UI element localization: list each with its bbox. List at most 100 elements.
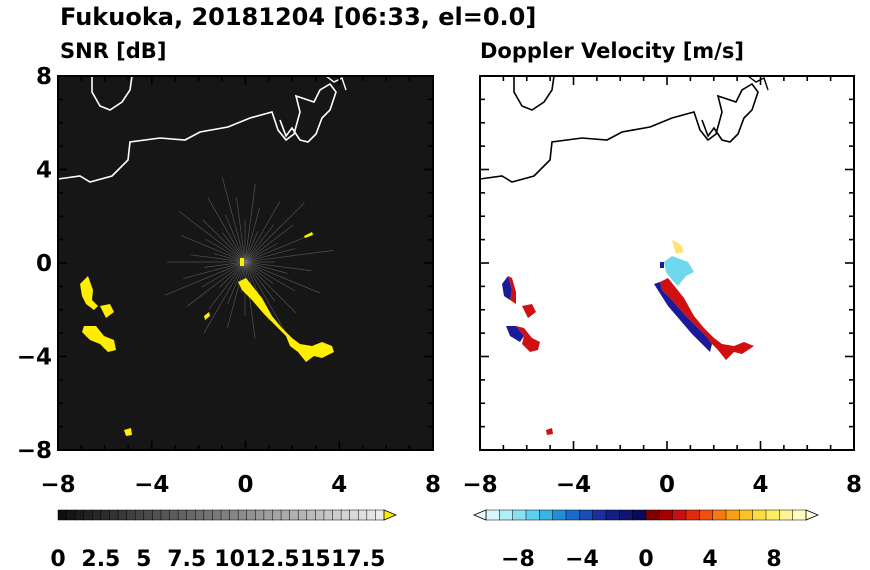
snr-noise-ray (219, 261, 246, 288)
snr-colorbar-label: 15 (300, 547, 331, 570)
doppler-colorbar-label: 4 (702, 547, 717, 570)
snr-noise-ray (244, 261, 312, 272)
snr-colorbar-label: 0 (50, 547, 65, 570)
snr-colorbar-swatch (306, 509, 316, 521)
snr-noise-ray (178, 211, 246, 263)
snr-noise-ray (244, 201, 281, 263)
snr-noise-ray (244, 261, 256, 339)
snr-colorbar-swatch (315, 509, 325, 521)
snr-colorbar-swatch (375, 509, 385, 521)
snr-coastline-north (325, 75, 347, 91)
snr-colorbar-swatch (66, 509, 76, 521)
doppler-x-tick-label: −8 (462, 472, 497, 498)
doppler-colorbar-swatch (579, 509, 594, 521)
snr-noise-ray (244, 231, 258, 263)
snr-colorbar-swatch (126, 509, 136, 521)
doppler-colorbar-swatch (699, 509, 714, 521)
snr-colorbar-swatch (160, 509, 171, 521)
doppler-echo-west-lower (506, 326, 524, 342)
doppler-colorbar-swatch (525, 509, 540, 521)
snr-noise-ray (204, 238, 246, 263)
doppler-colorbar-swatch (725, 509, 740, 521)
snr-noise-rays (164, 176, 334, 339)
snr-colorbar-label: 12.5 (245, 547, 299, 570)
snr-noise-ray (204, 261, 246, 268)
doppler-coastline (479, 82, 759, 183)
snr-colorbar-swatch (246, 509, 256, 521)
doppler-x-tick-label: −4 (556, 472, 591, 498)
snr-colorbar-swatch (117, 509, 128, 521)
doppler-colorbar-swatch (779, 509, 794, 521)
snr-noise-ray (201, 261, 246, 288)
snr-noise-ray (181, 235, 246, 263)
snr-x-tick-label: −4 (134, 472, 169, 498)
snr-noise-ray (164, 261, 246, 296)
doppler-colorbar-swatch (619, 509, 634, 521)
snr-noise-ray (244, 202, 305, 263)
doppler-echo-center-yellow (672, 240, 684, 254)
snr-echo-west-upper (80, 276, 98, 310)
snr-echo-center (240, 258, 244, 266)
doppler-echo-west-small (522, 304, 536, 318)
snr-noise-ray (227, 261, 246, 304)
doppler-colorbar-label: −4 (565, 547, 599, 570)
snr-echo-south (124, 428, 132, 436)
doppler-colorbar-swatch (632, 509, 647, 521)
snr-colorbar-label: 7.5 (167, 547, 206, 570)
doppler-colorbar-swatch (792, 509, 807, 521)
doppler-echo-west-upper-red (508, 276, 516, 304)
snr-noise-ray (244, 248, 296, 263)
snr-noise-ray (190, 254, 246, 263)
doppler-colorbar-swatch (539, 509, 554, 521)
snr-colorbar: 0 2.5 5 7.5 10 12.5 15 17.5 (50, 509, 398, 570)
snr-noise-ray (225, 214, 246, 263)
doppler-colorbar-swatch (592, 509, 607, 521)
doppler-echo-central-band (660, 278, 754, 360)
snr-colorbar-swatch (186, 509, 196, 521)
snr-noise-ray (186, 261, 246, 307)
snr-colorbar-swatch (272, 509, 282, 521)
snr-colorbar-label: 17.5 (331, 547, 385, 570)
snr-colorbar-swatch (332, 509, 342, 521)
snr-y-tick-label: 4 (36, 158, 52, 184)
snr-x-tick-label: −8 (40, 472, 75, 498)
snr-noise-ray (244, 261, 276, 302)
doppler-colorbar-extend-max (805, 509, 820, 521)
snr-echo-north (304, 232, 313, 238)
snr-noise-ray (183, 261, 246, 279)
snr-colorbar-swatch (220, 509, 231, 521)
snr-noise-ray (208, 261, 246, 310)
doppler-colorbar-swatch (659, 509, 674, 521)
snr-x-tick-label: 0 (237, 472, 253, 498)
snr-y-tick-label: −4 (17, 345, 52, 371)
snr-colorbar-swatch (134, 509, 145, 521)
doppler-colorbar-swatch (739, 509, 754, 521)
snr-colorbar-swatch (83, 509, 93, 521)
doppler-colorbar-swatch (605, 509, 620, 521)
snr-noise-ray (244, 261, 297, 314)
snr-colorbar-swatch (203, 509, 213, 521)
snr-noise-ray (244, 183, 256, 263)
snr-noise-ray (227, 261, 246, 328)
snr-colorbar-swatch (237, 509, 248, 521)
doppler-colorbar-label: −8 (501, 547, 535, 570)
doppler-colorbar: −8 −4 0 4 8 (472, 509, 820, 570)
snr-noise-ray (244, 250, 334, 263)
snr-coastline (57, 82, 337, 183)
snr-colorbar-swatch (212, 509, 222, 521)
doppler-colorbar-label: 8 (766, 547, 781, 570)
doppler-colorbar-swatch (672, 509, 687, 521)
doppler-echo-central-band-blue (654, 282, 712, 352)
snr-colorbar-swatch (169, 509, 179, 521)
snr-colorbar-swatch (340, 509, 351, 521)
snr-noise-ray (213, 253, 246, 263)
doppler-x-tick-label: 8 (846, 472, 862, 498)
snr-panel-title: SNR [dB] (60, 39, 166, 63)
snr-colorbar-swatch (100, 509, 111, 521)
snr-y-tick-label: −8 (17, 438, 52, 464)
snr-noise-ray (244, 224, 294, 263)
doppler-colorbar-swatch (565, 509, 580, 521)
snr-x-tick-label: 8 (425, 472, 441, 498)
snr-noise-ray (222, 232, 246, 263)
snr-colorbar-swatch (57, 509, 68, 521)
